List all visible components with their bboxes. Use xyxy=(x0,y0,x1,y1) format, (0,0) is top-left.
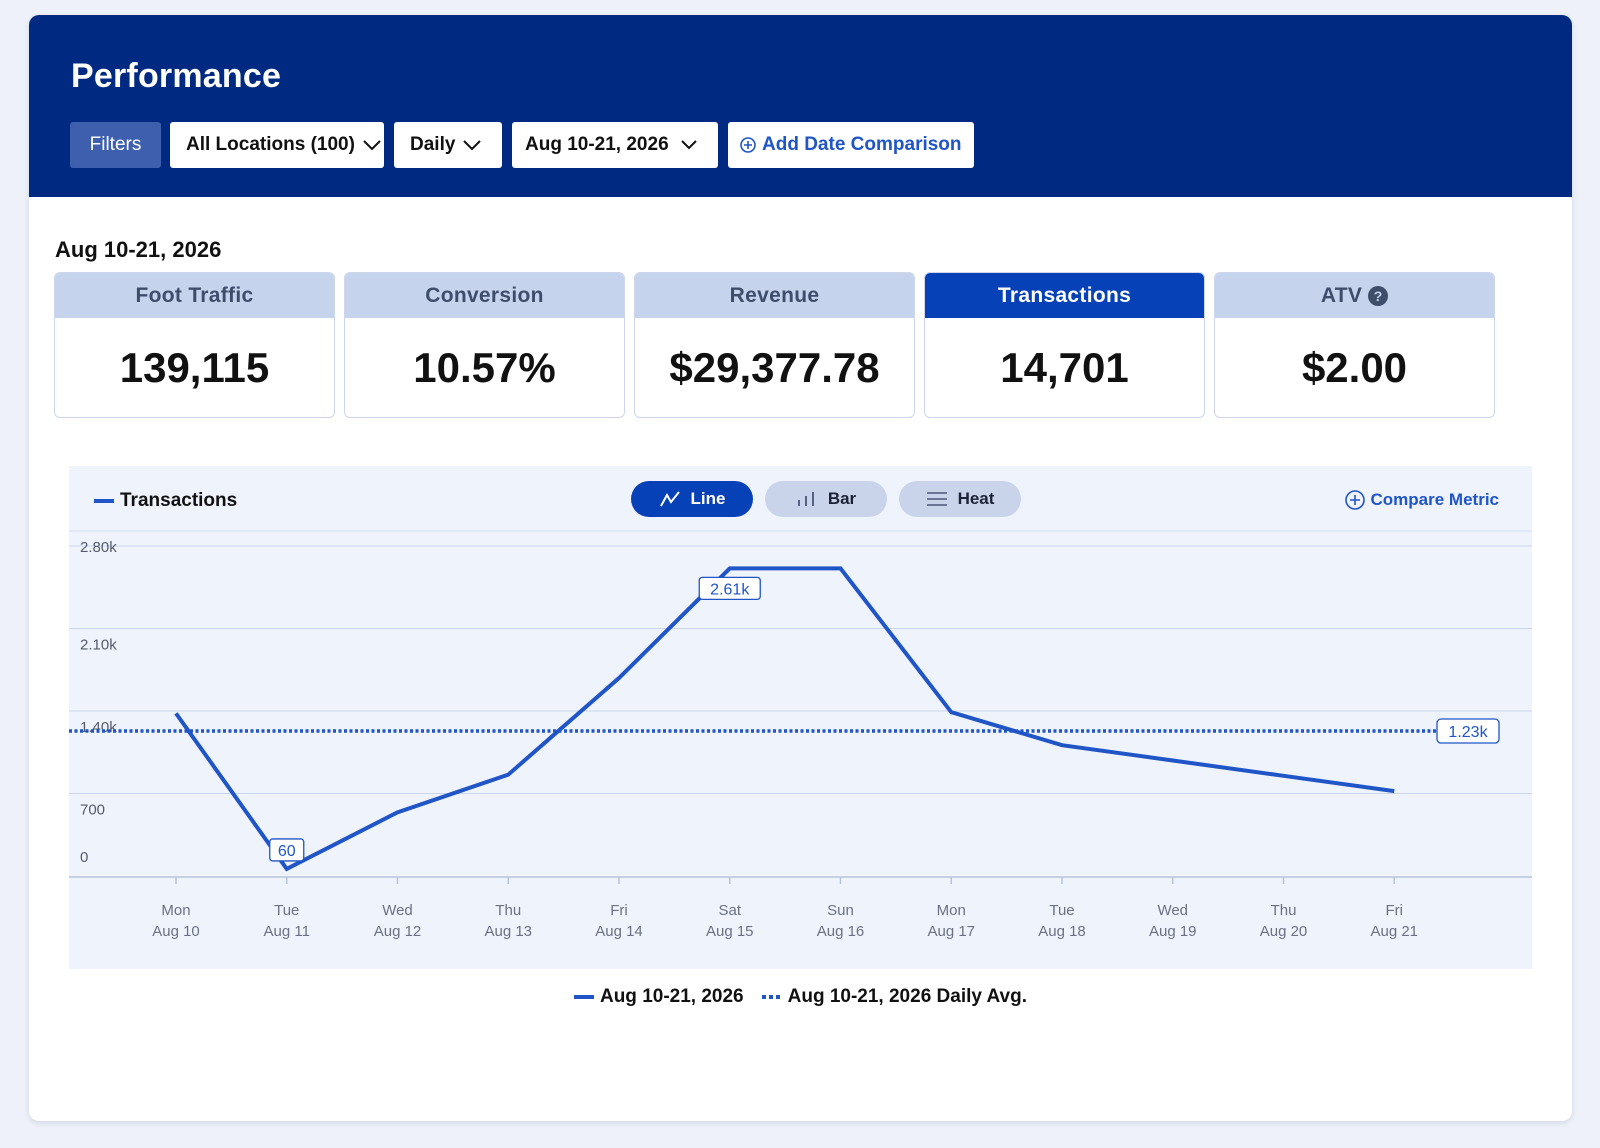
x-tick-label-date: Aug 16 xyxy=(817,923,865,940)
x-tick-label-date: Aug 19 xyxy=(1149,923,1197,940)
legend-item-average[interactable]: Aug 10-21, 2026 Daily Avg. xyxy=(761,986,1027,1008)
x-tick-label-day: Sun xyxy=(827,902,854,919)
kpi-foot-traffic[interactable]: Foot Traffic 139,115 xyxy=(54,272,335,418)
page-title: Performance xyxy=(71,57,282,95)
compare-metric-button[interactable]: Compare Metric xyxy=(1344,490,1499,510)
point-label: 2.61k xyxy=(710,581,750,598)
heat-view-label: Heat xyxy=(957,489,995,508)
kpi-label: Foot Traffic xyxy=(55,273,334,318)
kpi-value: 10.57% xyxy=(413,344,556,391)
dotted-line-swatch xyxy=(761,995,782,999)
x-tick-label-day: Mon xyxy=(161,902,190,919)
granularity-dropdown[interactable]: Daily xyxy=(394,122,502,168)
plus-circle-icon xyxy=(1344,490,1365,510)
legend-series-label: Aug 10-21, 2026 xyxy=(599,986,744,1007)
x-tick-label-day: Mon xyxy=(937,902,966,919)
chart-panel: 0 700 1.40k 2.10k 2.80k Mon Aug 10 Tue Aug 11 Wed… xyxy=(69,466,1532,969)
average-label-box xyxy=(1436,718,1500,744)
solid-line-swatch xyxy=(573,995,594,999)
locations-dropdown[interactable]: All Locations (100) xyxy=(170,122,384,168)
x-tick-label-date: Aug 15 xyxy=(706,923,754,940)
transactions-line-chart: 0 700 1.40k 2.10k 2.80k Mon Aug 10 Tue Aug 11 Wed… xyxy=(69,530,1532,940)
heat-view-button[interactable]: Heat xyxy=(899,481,1021,517)
x-tick-label-date: Aug 11 xyxy=(264,923,310,940)
kpi-value: $29,377.78 xyxy=(669,344,880,391)
x-tick-label-day: Wed xyxy=(382,902,413,919)
y-tick-label: 1.40k xyxy=(80,719,117,736)
kpi-label: ATV xyxy=(1320,283,1363,307)
filters-button[interactable]: Filters xyxy=(70,122,161,168)
kpi-conversion[interactable]: Conversion 10.57% xyxy=(344,272,625,418)
x-tick-label-day: Thu xyxy=(495,902,521,919)
kpi-label: Revenue xyxy=(635,273,914,318)
x-tick-label-date: Aug 18 xyxy=(1038,923,1086,940)
bar-view-button[interactable]: Bar xyxy=(765,481,887,517)
x-tick-label-day: Tue xyxy=(274,902,299,919)
chart-metric-label: Transactions xyxy=(120,490,238,511)
heat-icon xyxy=(926,492,947,506)
chevron-down-icon xyxy=(463,139,482,150)
point-label: 60 xyxy=(278,843,296,860)
average-label: 1.23k xyxy=(1448,724,1488,741)
granularity-label: Daily xyxy=(410,134,456,155)
add-date-comparison-button[interactable]: Add Date Comparison xyxy=(728,122,974,168)
point-label-box xyxy=(698,576,761,601)
performance-card: Performance Filters All Locations (100) … xyxy=(29,15,1572,1121)
y-tick-label: 2.80k xyxy=(80,539,117,556)
point-label-box xyxy=(269,838,305,862)
bar-view-label: Bar xyxy=(827,489,857,508)
x-tick-label-date: Aug 10 xyxy=(152,923,200,940)
kpi-value: 139,115 xyxy=(119,344,270,391)
y-tick-label: 0 xyxy=(80,849,88,866)
x-tick-label-day: Fri xyxy=(610,902,628,919)
kpi-label: Transactions xyxy=(925,273,1204,318)
chevron-down-icon xyxy=(363,139,381,150)
kpi-atv[interactable]: ATV ? $2.00 xyxy=(1214,272,1495,418)
x-tick-label-day: Thu xyxy=(1271,902,1297,919)
locations-label: All Locations (100) xyxy=(186,134,355,155)
x-tick-label-date: Aug 14 xyxy=(595,923,643,940)
x-tick-label-date: Aug 17 xyxy=(927,923,975,940)
x-tick-label-day: Fri xyxy=(1386,902,1404,919)
kpi-transactions[interactable]: Transactions 14,701 xyxy=(924,272,1205,418)
x-tick-label-day: Wed xyxy=(1157,902,1188,919)
legend-item-series[interactable]: Aug 10-21, 2026 xyxy=(573,986,744,1008)
x-tick-label-date: Aug 20 xyxy=(1260,923,1308,940)
date-range-title: Aug 10-21, 2026 xyxy=(55,237,222,262)
x-tick-label-date: Aug 21 xyxy=(1370,923,1418,940)
x-tick-label-date: Aug 13 xyxy=(484,923,532,940)
compare-metric-label: Compare Metric xyxy=(1370,490,1499,509)
kpi-value: 14,701 xyxy=(1000,344,1129,391)
chart-legend: Aug 10-21, 2026 Aug 10-21, 2026 Daily Av… xyxy=(29,986,1572,1008)
add-date-comparison-label: Add Date Comparison xyxy=(762,134,962,155)
x-tick-label-day: Tue xyxy=(1049,902,1074,919)
chevron-down-icon xyxy=(680,140,697,150)
x-tick-label-date: Aug 12 xyxy=(374,923,422,940)
kpi-value: $2.00 xyxy=(1301,344,1408,391)
plus-circle-icon xyxy=(740,137,756,153)
bar-chart-icon xyxy=(797,492,814,506)
header-bar: Performance Filters All Locations (100) … xyxy=(29,15,1572,197)
line-chart-icon xyxy=(659,491,680,507)
date-range-label: Aug 10-21, 2026 xyxy=(525,134,669,155)
line-view-button[interactable]: Line xyxy=(631,481,753,517)
kpi-revenue[interactable]: Revenue $29,377.78 xyxy=(634,272,915,418)
line-view-label: Line xyxy=(690,489,726,508)
series-swatch xyxy=(94,499,114,503)
y-tick-label: 2.10k xyxy=(80,637,117,654)
series-line xyxy=(174,566,1395,872)
legend-average-label: Aug 10-21, 2026 Daily Avg. xyxy=(787,986,1027,1007)
date-range-dropdown[interactable]: Aug 10-21, 2026 xyxy=(512,122,718,168)
question-circle-icon[interactable]: ? xyxy=(1368,285,1389,306)
y-tick-label: 700 xyxy=(80,802,105,819)
x-tick-label-day: Sat xyxy=(718,902,741,919)
chart-metric-legend: Transactions xyxy=(94,490,237,512)
kpi-head: ATV ? xyxy=(1215,273,1494,318)
kpi-label: Conversion xyxy=(345,273,624,318)
